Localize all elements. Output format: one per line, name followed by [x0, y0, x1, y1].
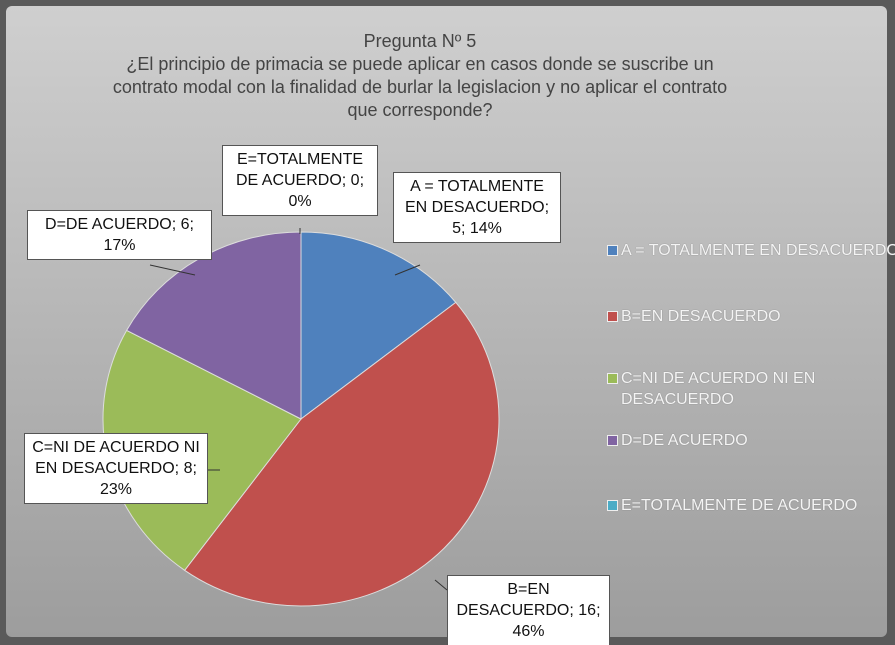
- legend-label: E=TOTALMENTE DE ACUERDO: [621, 497, 858, 514]
- legend-item: B=EN DESACUERDO: [607, 306, 895, 327]
- leader: [149, 264, 196, 276]
- legend-swatch: [607, 245, 618, 256]
- pie-slice: [300, 231, 457, 421]
- legend-swatch: [607, 500, 618, 511]
- data-label: E=TOTALMENTE DE ACUERDO; 0; 0%: [222, 145, 378, 216]
- leader: [434, 579, 448, 591]
- data-label: B=EN DESACUERDO; 16; 46%: [447, 575, 610, 645]
- legend-swatch: [607, 311, 618, 322]
- data-label: D=DE ACUERDO; 6; 17%: [27, 210, 212, 260]
- legend-item: D=DE ACUERDO: [607, 430, 895, 451]
- legend-item: A = TOTALMENTE EN DESACUERDO: [607, 240, 895, 261]
- legend-label: A = TOTALMENTE EN DESACUERDO: [621, 242, 895, 259]
- legend-label: D=DE ACUERDO: [621, 432, 748, 449]
- legend-swatch: [607, 435, 618, 446]
- legend-swatch: [607, 373, 618, 384]
- pie-slice: [183, 301, 500, 607]
- legend-item: E=TOTALMENTE DE ACUERDO: [607, 495, 895, 516]
- chart-title: Pregunta Nº 5: [363, 31, 477, 51]
- data-label: C=NI DE ACUERDO NI EN DESACUERDO; 8; 23%: [24, 433, 208, 504]
- legend-item: C=NI DE ACUERDO NI EN DESACUERDO: [607, 368, 895, 410]
- leader: [394, 264, 421, 276]
- legend-label: C=NI DE ACUERDO NI EN DESACUERDO: [621, 370, 816, 408]
- chart-subtitle: ¿El principio de primacia se puede aplic…: [112, 54, 728, 120]
- legend-label: B=EN DESACUERDO: [621, 308, 781, 325]
- data-label: A = TOTALMENTE EN DESACUERDO; 5; 14%: [393, 172, 561, 243]
